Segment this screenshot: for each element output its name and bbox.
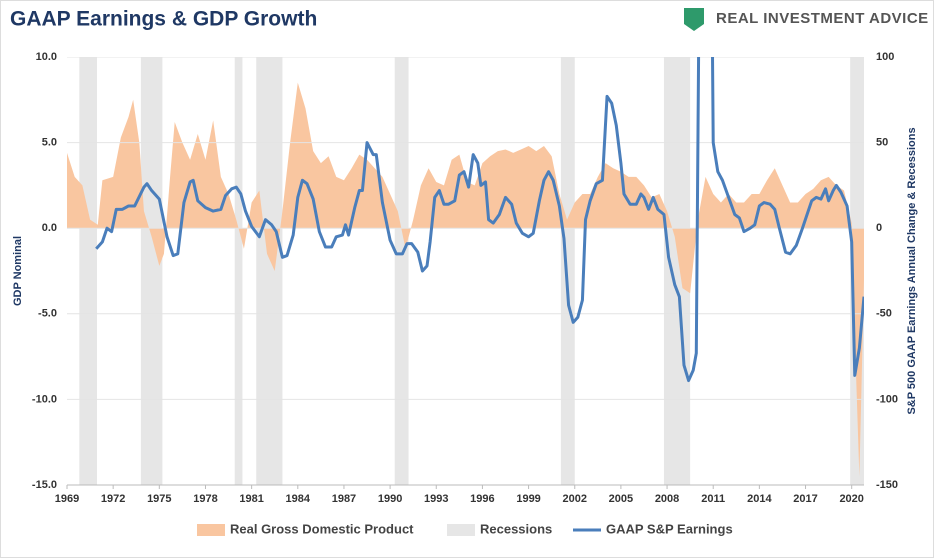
recession-band — [560, 57, 575, 485]
x-tick-label: 1969 — [55, 493, 79, 505]
y2-tick-label: -100 — [876, 393, 898, 405]
y-tick-label: 10.0 — [36, 51, 57, 63]
recession-band — [394, 57, 409, 485]
y2-axis-title: S&P 500 GAAP Earnings Annual Change & Re… — [906, 127, 918, 414]
x-tick-label: 1972 — [101, 493, 125, 505]
chart-title: GAAP Earnings & GDP Growth — [10, 8, 317, 31]
legend-label: Real Gross Domestic Product — [230, 521, 414, 536]
legend-swatch — [197, 524, 225, 536]
x-tick-label: 1993 — [424, 493, 448, 505]
x-tick-label: 1987 — [332, 493, 356, 505]
y-tick-label: 5.0 — [42, 137, 57, 149]
x-tick-label: 2017 — [793, 493, 817, 505]
x-tick-label: 2008 — [655, 493, 679, 505]
logo-icon — [684, 8, 704, 31]
y-tick-label: -15.0 — [32, 479, 57, 491]
x-tick-label: 1984 — [286, 493, 311, 505]
x-tick-label: 1978 — [193, 493, 217, 505]
y2-tick-label: 100 — [876, 51, 894, 63]
y2-tick-label: -150 — [876, 479, 898, 491]
legend-label: GAAP S&P Earnings — [606, 521, 733, 536]
recession-band — [79, 57, 98, 485]
x-tick-label: 1981 — [239, 493, 263, 505]
y-tick-label: -5.0 — [38, 308, 57, 320]
y-tick-label: -10.0 — [32, 393, 57, 405]
recession-band — [234, 57, 243, 485]
recession-band — [256, 57, 283, 485]
logo-text: REAL INVESTMENT ADVICE — [716, 10, 929, 27]
x-tick-label: 2011 — [701, 493, 725, 505]
logo: REAL INVESTMENT ADVICE — [684, 8, 929, 31]
y2-tick-label: -50 — [876, 308, 892, 320]
x-tick-label: 2020 — [839, 493, 863, 505]
y2-tick-label: 0 — [876, 222, 882, 234]
x-tick-label: 2005 — [609, 493, 633, 505]
earnings-line — [95, 57, 864, 383]
x-tick-label: 2014 — [747, 493, 772, 505]
y-tick-label: 0.0 — [42, 222, 57, 234]
plot-area — [67, 57, 864, 485]
legend-swatch — [447, 524, 475, 536]
recession-band — [140, 57, 163, 485]
x-tick-label: 1990 — [378, 493, 402, 505]
y-axis-title: GDP Nominal — [12, 236, 24, 306]
x-tick-label: 1975 — [147, 493, 171, 505]
x-tick-label: 2002 — [562, 493, 586, 505]
legend-label: Recessions — [480, 521, 552, 536]
x-tick-label: 1999 — [516, 493, 540, 505]
x-tick-label: 1996 — [470, 493, 494, 505]
y2-tick-label: 50 — [876, 137, 888, 149]
